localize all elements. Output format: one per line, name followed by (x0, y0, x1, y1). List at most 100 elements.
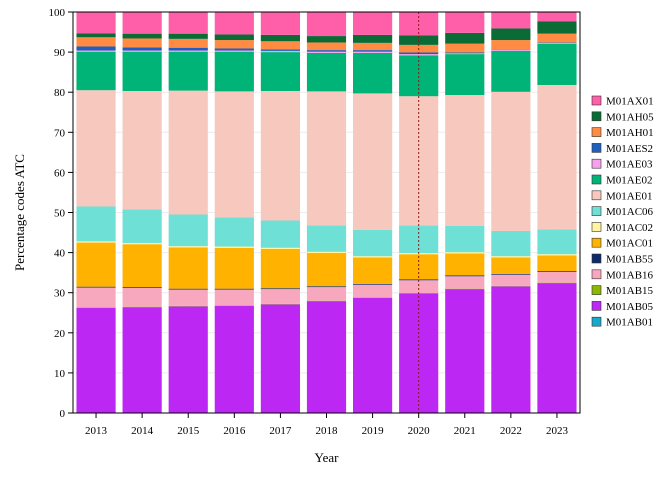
bar-stack-2019 (353, 12, 393, 413)
bar-segment-m01ab16-2020 (399, 280, 439, 294)
bar-segment-m01ae01-2013 (76, 90, 116, 207)
y-tick-label: 0 (60, 408, 66, 420)
bar-segment-m01ab55-2018 (306, 286, 347, 288)
y-tick-label: 70 (54, 127, 66, 139)
bar-segment-m01ac06-2021 (445, 225, 485, 253)
bar-segment-m01ab16-2015 (168, 289, 208, 306)
bar-segment-m01ab16-2021 (445, 276, 485, 289)
legend-item-m01ah05: M01AH05 (591, 111, 654, 123)
bar-segment-m01aes2-2019 (353, 50, 393, 52)
legend-item-m01ab16: M01AB16 (591, 269, 654, 281)
bar-segment-m01ab05-2022 (491, 286, 531, 413)
bar-segment-m01ab05-2018 (306, 301, 347, 413)
bar-segment-m01ax01-2023 (537, 12, 577, 22)
legend-swatch (591, 253, 602, 264)
x-tick-label: 2015 (177, 425, 200, 437)
bar-segment-m01ac01-2022 (491, 257, 531, 274)
legend-item-m01aes2: M01AES2 (591, 143, 653, 155)
legend-swatch (591, 206, 602, 216)
bar-segment-m01ac01-2018 (306, 253, 347, 287)
bar-segment-m01ae02-2019 (353, 52, 393, 94)
bar-segment-m01ae01-2014 (122, 90, 162, 210)
bar-segment-m01ab55-2019 (353, 283, 393, 285)
legend-swatch (591, 174, 602, 185)
bar-stack-2015 (168, 12, 208, 413)
bar-segment-m01ah05-2015 (168, 33, 208, 39)
y-axis-title: Percentage codes ATC (12, 154, 27, 271)
bar-segment-m01ac06-2017 (260, 220, 300, 248)
bar-segment-m01ab55-2021 (445, 275, 485, 277)
bar-segment-m01ac06-2018 (306, 225, 347, 252)
bar-segment-m01ac01-2019 (353, 257, 393, 284)
bar-segment-m01ah05-2014 (122, 33, 162, 39)
bar-segment-m01ae03-2015 (168, 50, 208, 52)
bar-segment-m01ac02-2013 (76, 241, 116, 243)
legend-label: M01AC02 (606, 222, 653, 234)
bar-segment-m01ab16-2022 (491, 274, 531, 286)
bar-segment-m01ae01-2019 (353, 93, 393, 230)
bar-segment-m01ae01-2015 (168, 90, 208, 215)
bar-segment-m01ah01-2021 (445, 43, 485, 53)
bar-segment-m01ae02-2014 (122, 51, 162, 91)
legend-swatch (591, 222, 602, 232)
bar-segment-m01ac02-2014 (122, 242, 162, 245)
x-tick-label: 2013 (85, 425, 108, 437)
legend-label: M01AB16 (606, 269, 654, 281)
bar-segment-m01ab05-2021 (445, 289, 485, 413)
bar-segment-m01ae03-2021 (445, 53, 485, 55)
bar-segment-m01aes2-2017 (260, 49, 300, 51)
legend-item-m01ab05: M01AB05 (591, 301, 654, 313)
bar-segment-m01ac06-2016 (214, 217, 254, 247)
legend-swatch (591, 127, 602, 137)
bar-segment-m01ac02-2022 (491, 256, 531, 258)
bar-segment-m01ae01-2022 (491, 91, 531, 231)
legend-label: M01AB55 (606, 254, 654, 266)
bar-stack-2014 (122, 12, 162, 413)
y-tick-label: 60 (54, 167, 66, 179)
bar-segment-m01ah01-2016 (214, 40, 254, 49)
bar-segment-m01aes2-2016 (214, 48, 254, 51)
bar-segment-m01ae03-2016 (214, 50, 254, 52)
bar-segment-m01ab16-2016 (214, 289, 254, 306)
bar-segment-m01ae03-2018 (306, 51, 347, 53)
legend-label: M01AH01 (606, 127, 654, 139)
bar-segment-m01ax01-2015 (168, 12, 208, 34)
x-tick-label: 2022 (500, 425, 522, 437)
bar-segment-m01ab05-2014 (122, 307, 162, 413)
legend-swatch (591, 316, 602, 327)
bar-segment-m01ab55-2017 (260, 288, 300, 290)
bar-segment-m01ac01-2021 (445, 253, 485, 276)
legend-item-m01ah01: M01AH01 (591, 127, 654, 139)
x-tick-label: 2014 (131, 425, 154, 437)
legend-item-m01ab15: M01AB15 (591, 285, 654, 297)
bar-segment-m01ab05-2015 (168, 306, 208, 413)
bar-segment-m01ab16-2019 (353, 284, 393, 298)
bar-segment-m01ae02-2023 (537, 43, 577, 85)
bar-segment-m01ab16-2017 (260, 289, 300, 304)
bar-segment-m01aes2-2014 (122, 47, 162, 51)
bar-segment-m01ab16-2013 (76, 287, 116, 308)
bar-segment-m01ah05-2021 (445, 32, 485, 44)
bar-segment-m01ac01-2014 (122, 244, 162, 288)
bar-segment-m01ah01-2013 (76, 37, 116, 47)
bar-segment-m01ab55-2020 (399, 279, 439, 281)
bar-segment-m01ae01-2018 (306, 91, 347, 226)
y-tick-label: 90 (54, 47, 66, 59)
x-tick-label: 2023 (546, 425, 569, 437)
x-tick-label: 2018 (316, 425, 339, 437)
x-tick-label: 2021 (454, 425, 476, 437)
bar-segment-m01ae02-2021 (445, 54, 485, 96)
bar-segment-m01ah01-2014 (122, 38, 162, 48)
bar-segment-m01ac02-2018 (306, 251, 347, 254)
bar-segment-m01ah05-2019 (353, 34, 393, 43)
legend-swatch (591, 190, 602, 201)
legend-swatch (591, 95, 602, 106)
y-tick-label: 80 (54, 87, 66, 99)
y-tick-label: 100 (49, 7, 66, 19)
bar-segment-m01ab05-2016 (214, 305, 254, 413)
legend-label: M01AB01 (606, 317, 653, 329)
bar-segment-m01ac06-2013 (76, 206, 116, 242)
bar-segment-m01ah05-2017 (260, 34, 300, 42)
bar-segment-m01ah05-2018 (306, 36, 347, 43)
bar-stack-2017 (260, 12, 300, 413)
